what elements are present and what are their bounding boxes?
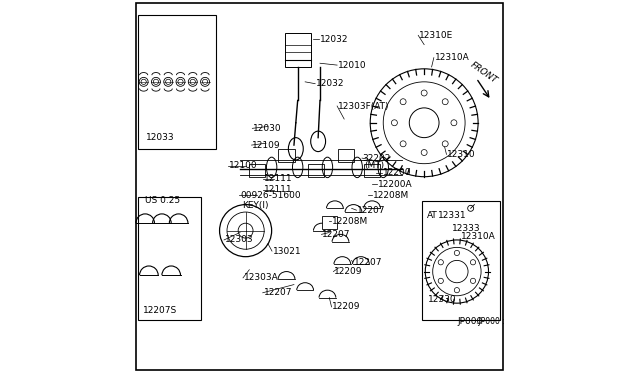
- Text: 12100: 12100: [229, 161, 258, 170]
- Text: KEY(I): KEY(I): [243, 201, 269, 210]
- Text: US 0.25: US 0.25: [145, 196, 180, 205]
- Text: 12330: 12330: [428, 295, 456, 304]
- Text: 32202: 32202: [363, 154, 391, 163]
- Text: 12111: 12111: [264, 185, 292, 194]
- Text: 13021: 13021: [273, 247, 301, 256]
- Text: 12030: 12030: [253, 124, 282, 133]
- Text: 12303A: 12303A: [244, 273, 278, 282]
- Text: 12208M: 12208M: [373, 191, 409, 200]
- Text: 12310: 12310: [447, 150, 476, 159]
- Bar: [338, 149, 354, 162]
- Bar: [138, 15, 216, 149]
- Text: (MT): (MT): [365, 161, 385, 170]
- Text: 12333: 12333: [452, 224, 481, 233]
- Bar: [308, 164, 324, 177]
- Text: 12032: 12032: [316, 79, 344, 88]
- Text: 12209: 12209: [334, 267, 363, 276]
- Bar: [285, 33, 310, 67]
- Text: 12310E: 12310E: [419, 31, 453, 40]
- Text: JP000: JP000: [458, 317, 483, 326]
- Bar: [364, 164, 380, 177]
- Text: 12032: 12032: [319, 35, 348, 44]
- Text: 12010: 12010: [338, 61, 367, 70]
- Text: 12303: 12303: [225, 235, 253, 244]
- Text: 12207S: 12207S: [143, 306, 177, 315]
- Text: FRONT: FRONT: [468, 60, 499, 85]
- Bar: [248, 164, 265, 177]
- Text: AT: AT: [427, 211, 438, 220]
- Text: 12207: 12207: [322, 230, 351, 239]
- Text: 12207: 12207: [357, 206, 386, 215]
- Text: 12200: 12200: [383, 169, 411, 177]
- Text: 12109: 12109: [252, 141, 281, 150]
- Bar: [322, 216, 337, 229]
- Bar: [422, 201, 500, 320]
- Text: 12303F(AT): 12303F(AT): [338, 102, 389, 110]
- Text: 12310A: 12310A: [435, 53, 469, 62]
- Text: 12200A: 12200A: [378, 180, 412, 189]
- Text: .JP000 :: .JP000 :: [476, 317, 505, 326]
- Text: 12310A: 12310A: [461, 232, 495, 241]
- Text: 12331: 12331: [438, 211, 467, 220]
- Text: 12033: 12033: [146, 133, 174, 142]
- Bar: [278, 149, 294, 162]
- Text: 12208M: 12208M: [332, 217, 368, 226]
- Text: 12207: 12207: [264, 288, 292, 297]
- Text: 00926-51600: 00926-51600: [240, 191, 301, 200]
- Text: 12209: 12209: [332, 302, 361, 311]
- Text: 12207: 12207: [353, 258, 382, 267]
- Text: 12111: 12111: [264, 174, 292, 183]
- Bar: [138, 197, 201, 320]
